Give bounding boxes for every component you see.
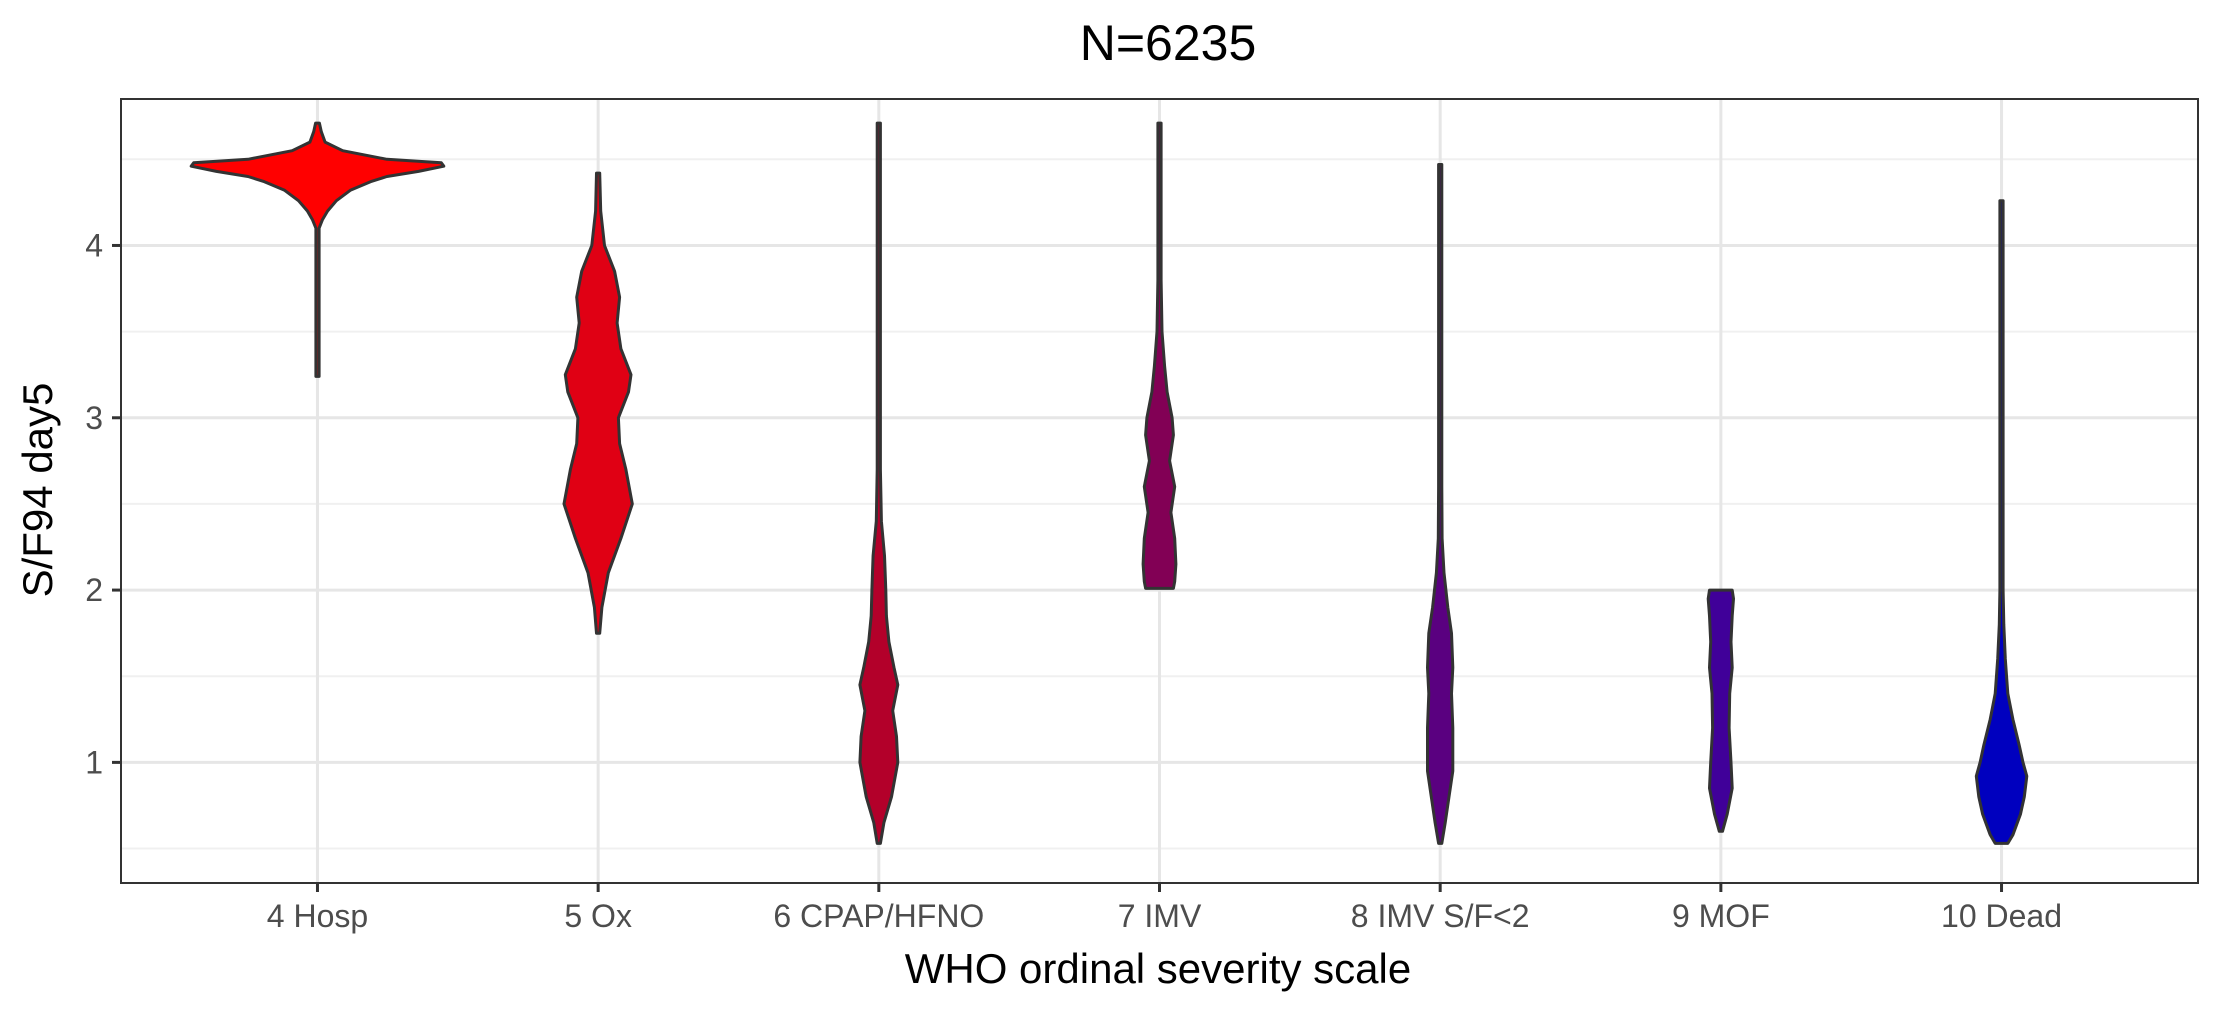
y-tick-label: 4 — [85, 227, 103, 263]
violin-2 — [562, 171, 634, 635]
y-tick-label: 3 — [85, 400, 103, 436]
violin-6 — [1706, 588, 1735, 833]
plot-panel — [120, 98, 2199, 884]
y-tick-label: 1 — [85, 744, 103, 780]
x-tick-label: 9 MOF — [1672, 898, 1770, 934]
y-axis: 1 2 3 4 — [85, 227, 121, 780]
x-axis-title: WHO ordinal severity scale — [905, 945, 1411, 992]
chart-title: N=6235 — [1080, 15, 1257, 71]
x-tick-label: 10 Dead — [1941, 898, 2062, 934]
x-tick-label: 7 IMV — [1118, 898, 1202, 934]
x-axis: 4 Hosp 5 Ox 6 CPAP/HFNO 7 IMV 8 IMV S/F<2 9 M… — [267, 883, 2062, 934]
violin-1 — [189, 121, 446, 378]
x-tick-label: 8 IMV S/F<2 — [1351, 898, 1530, 934]
y-tick-label: 2 — [85, 572, 103, 608]
violin-5 — [1426, 163, 1455, 845]
x-tick-label: 5 Ox — [564, 898, 632, 934]
x-tick-label: 4 Hosp — [267, 898, 368, 934]
violin-3 — [858, 121, 900, 845]
y-axis-title: S/F94 day5 — [14, 383, 61, 598]
violin-4 — [1141, 121, 1178, 590]
x-tick-label: 6 CPAP/HFNO — [773, 898, 984, 934]
violins — [189, 121, 2029, 845]
violin-7 — [1974, 199, 2029, 845]
